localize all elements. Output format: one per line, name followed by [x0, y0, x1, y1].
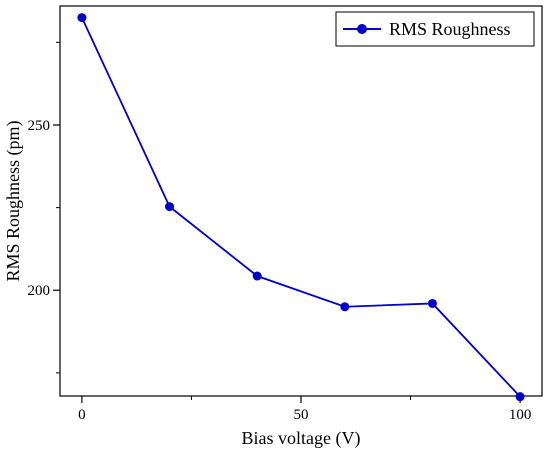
data-point — [515, 392, 525, 402]
data-point — [77, 13, 87, 23]
y-tick-label: 200 — [28, 283, 51, 299]
legend: RMS Roughness — [335, 11, 535, 47]
data-point — [252, 271, 262, 281]
ticks-layer: 0 50 100 200 250 — [28, 41, 532, 423]
data-point — [165, 202, 175, 212]
legend-label: RMS Roughness — [389, 19, 511, 39]
plot-frame — [59, 5, 543, 397]
legend-marker — [357, 24, 367, 34]
x-tick-label: 0 — [78, 407, 86, 423]
x-tick-label: 50 — [294, 407, 309, 423]
x-axis-title: Bias voltage (V) — [242, 428, 361, 449]
y-tick-label: 250 — [28, 118, 51, 134]
series-layer — [77, 13, 525, 402]
data-point — [427, 298, 437, 308]
series-line — [81, 17, 521, 398]
y-axis-title: RMS Roughness (pm) — [3, 120, 24, 281]
data-point — [340, 302, 350, 312]
legend-box — [335, 11, 535, 47]
x-tick-label: 100 — [509, 407, 532, 423]
